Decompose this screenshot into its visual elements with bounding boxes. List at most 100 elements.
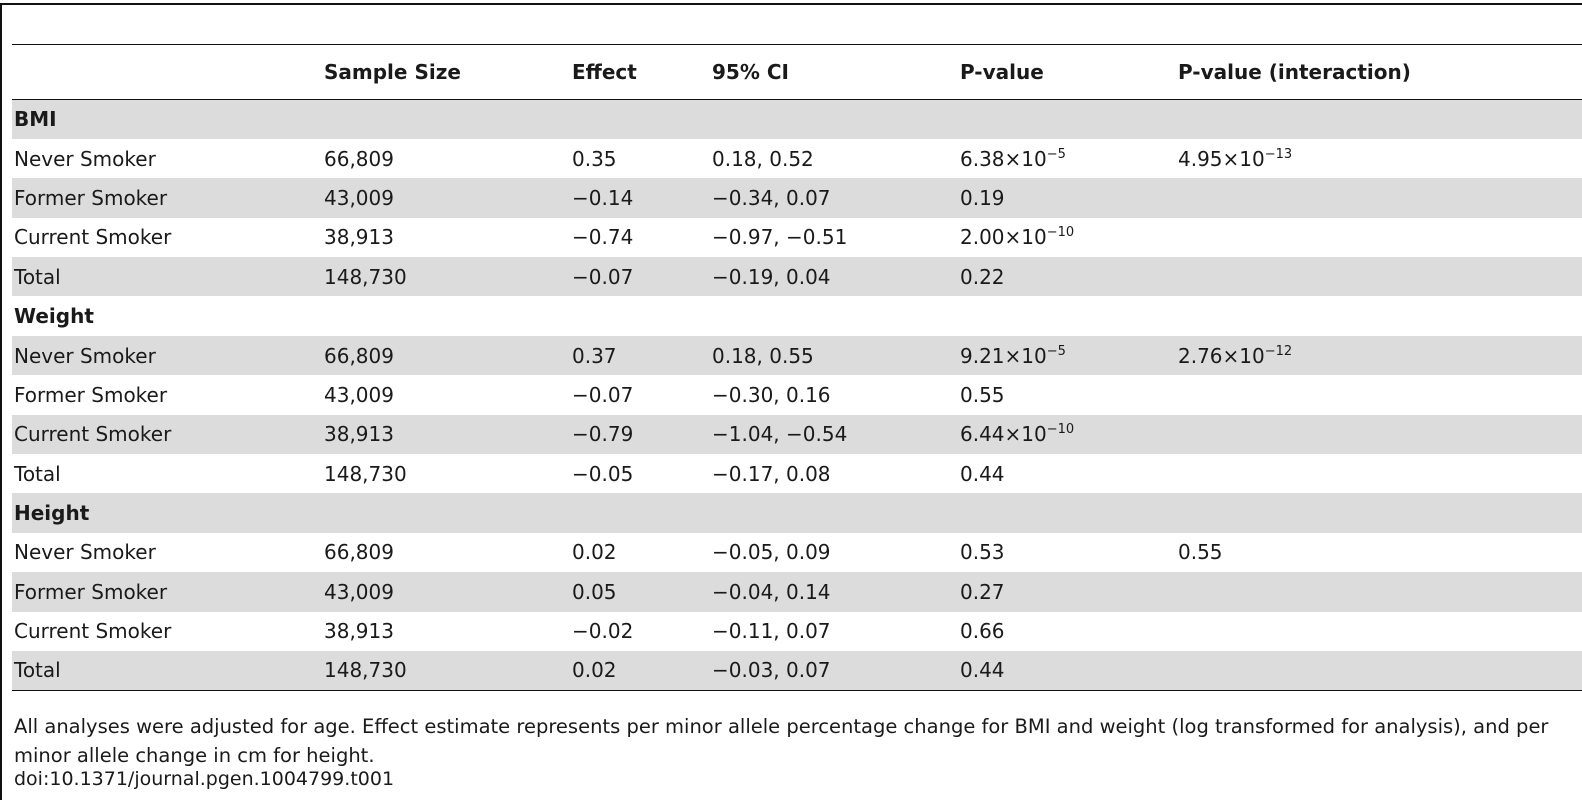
p-interaction-cell-exponent: −12 — [1264, 343, 1293, 359]
p-value-cell-mantissa: 0.22 — [960, 264, 1005, 289]
row-label: Current Smoker — [12, 414, 322, 455]
ci-cell: −0.05, 0.09 — [712, 540, 831, 565]
p-value-cell: 0.19 — [958, 178, 1176, 218]
table-row: Current Smoker 38,913 −0.74 −0.97, −0.51 2.0… — [12, 218, 1582, 257]
sample-size-cell: 148,730 — [324, 461, 407, 486]
p-interaction-cell — [1176, 414, 1582, 455]
left-rule — [0, 4, 2, 800]
row-label: Current Smoker — [14, 225, 172, 250]
table-row: Current Smoker 38,913 −0.79 −1.04, −0.54 6.4… — [12, 414, 1582, 455]
group-header-row: BMI — [12, 99, 1582, 139]
effect-cell: 0.02 — [570, 650, 710, 691]
effect-cell: −0.07 — [570, 257, 710, 297]
effect-cell: −0.14 — [570, 178, 710, 218]
table-row: Never Smoker 66,809 0.35 0.18, 0.52 6.38×10−… — [12, 139, 1582, 178]
row-label: Total — [12, 257, 322, 297]
effect-cell: 0.35 — [572, 146, 617, 171]
ci-cell: −0.19, 0.04 — [710, 257, 958, 297]
effect-cell: −0.79 — [570, 414, 710, 455]
p-value-cell: 0.22 — [958, 257, 1176, 297]
row-label: Current Smoker — [14, 619, 172, 644]
p-value-cell: 0.55 — [958, 375, 1176, 414]
p-interaction-cell — [1176, 257, 1582, 297]
ci-cell: −0.34, 0.07 — [710, 178, 958, 218]
row-label: Never Smoker — [12, 335, 322, 376]
table-row: Total 148,730 −0.07 −0.19, 0.04 0.22 — [12, 257, 1582, 297]
ci-cell: −0.30, 0.16 — [712, 382, 831, 407]
effect-cell: 0.37 — [570, 335, 710, 376]
p-value-cell-mantissa: 0.27 — [960, 579, 1005, 604]
p-interaction-cell-mantissa: 2.76×10 — [1178, 343, 1265, 368]
table-row: Never Smoker 66,809 0.37 0.18, 0.55 9.21×10−… — [12, 335, 1582, 376]
sample-size-cell: 148,730 — [322, 257, 570, 297]
header-cell: 95% CI — [710, 44, 958, 100]
p-interaction-cell — [1176, 650, 1582, 691]
p-value-cell-exponent: −10 — [1046, 225, 1075, 241]
table-row: Former Smoker 43,009 −0.07 −0.30, 0.16 0.55 — [12, 375, 1582, 414]
p-value-cell-exponent: −10 — [1046, 422, 1075, 438]
group-header-row: Height — [12, 493, 1582, 533]
row-label: Total — [14, 461, 61, 486]
sample-size-cell: 66,809 — [322, 335, 570, 376]
p-value-cell: 0.44 — [958, 650, 1176, 691]
table-row: Current Smoker 38,913 −0.02 −0.11, 0.07 0.66 — [12, 612, 1582, 651]
p-value-cell-mantissa: 0.55 — [960, 382, 1005, 407]
row-label: Never Smoker — [14, 540, 156, 565]
p-interaction-cell-exponent: −13 — [1264, 146, 1293, 162]
effect-cell: −0.05 — [572, 461, 634, 486]
table-row: Total 148,730 −0.05 −0.17, 0.08 0.44 — [12, 454, 1582, 493]
effect-cell: −0.74 — [572, 225, 634, 250]
row-label: Former Smoker — [14, 382, 168, 407]
header-cell: P-value (interaction) — [1176, 44, 1582, 100]
p-value-cell-mantissa: 0.44 — [960, 658, 1005, 683]
p-value-cell-mantissa: 0.19 — [960, 185, 1005, 210]
p-interaction-cell — [1176, 612, 1582, 651]
table-row: Former Smoker 43,009 −0.14 −0.34, 0.07 0.19 — [12, 178, 1582, 218]
sample-size-cell: 148,730 — [322, 650, 570, 691]
row-label: Total — [12, 650, 322, 691]
top-rule — [0, 3, 1582, 5]
p-value-cell: 6.38×10−5 — [958, 139, 1176, 178]
table-row: Total 148,730 0.02 −0.03, 0.07 0.44 — [12, 650, 1582, 691]
doi-text: doi:10.1371/journal.pgen.1004799.t001 — [14, 768, 395, 790]
p-value-cell-mantissa: 0.44 — [960, 461, 1005, 486]
ci-cell: −1.04, −0.54 — [710, 414, 958, 455]
effect-cell: −0.07 — [572, 382, 634, 407]
p-value-cell: 0.44 — [958, 454, 1176, 493]
effect-cell: 0.05 — [570, 572, 710, 612]
p-value-cell-mantissa: 6.44×10 — [960, 422, 1047, 447]
p-interaction-cell — [1176, 178, 1582, 218]
p-value-cell: 2.00×10−10 — [958, 218, 1176, 257]
sample-size-cell: 38,913 — [322, 414, 570, 455]
p-interaction-cell — [1176, 572, 1582, 612]
p-value-cell: 9.21×10−5 — [958, 335, 1176, 376]
table-footnote: All analyses were adjusted for age. Effe… — [14, 715, 1549, 767]
ci-cell: −0.03, 0.07 — [710, 650, 958, 691]
group-label: BMI — [12, 99, 1582, 139]
group-header-row: Weight — [12, 296, 1582, 335]
ci-cell: 0.18, 0.55 — [710, 335, 958, 376]
p-interaction-cell — [1176, 375, 1582, 414]
row-label: Never Smoker — [14, 146, 156, 171]
p-value-cell: 6.44×10−10 — [958, 414, 1176, 455]
p-interaction-cell — [1176, 454, 1582, 493]
table-row: Never Smoker 66,809 0.02 −0.05, 0.09 0.53 0.5… — [12, 533, 1582, 572]
sample-size-cell: 38,913 — [324, 619, 394, 644]
p-value-cell-mantissa: 0.66 — [960, 619, 1005, 644]
p-value-cell: 0.53 — [958, 533, 1176, 572]
sample-size-cell: 66,809 — [324, 146, 394, 171]
p-interaction-cell-mantissa: 4.95×10 — [1178, 146, 1265, 171]
p-value-cell-mantissa: 0.53 — [960, 540, 1005, 565]
table-row: Former Smoker 43,009 0.05 −0.04, 0.14 0.27 — [12, 572, 1582, 612]
ci-cell: −0.97, −0.51 — [712, 225, 848, 250]
row-label: Former Smoker — [12, 178, 322, 218]
p-value-cell-exponent: −5 — [1046, 343, 1066, 359]
p-value-cell-mantissa: 2.00×10 — [960, 225, 1047, 250]
effect-cell: −0.02 — [572, 619, 634, 644]
results-table: Sample Size Effect 95% CI P-value P-valu… — [12, 44, 1582, 691]
p-interaction-cell: 4.95×10−13 — [1176, 139, 1582, 178]
header-cell: P-value — [958, 44, 1176, 100]
p-interaction-cell: 0.55 — [1176, 533, 1582, 572]
p-value-cell-mantissa: 9.21×10 — [960, 343, 1047, 368]
